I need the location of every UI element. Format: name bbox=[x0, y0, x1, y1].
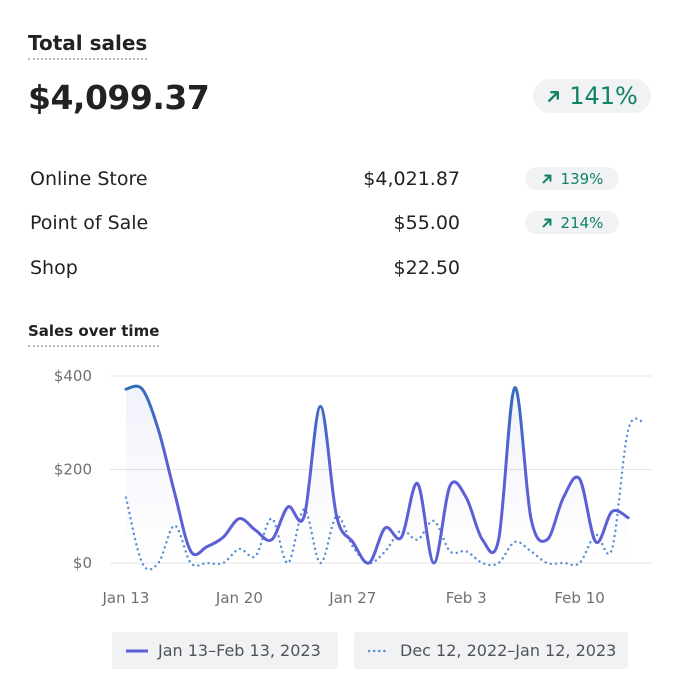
legend-item-previous[interactable]: Dec 12, 2022–Jan 12, 2023 bbox=[354, 632, 628, 669]
x-tick-label: Jan 27 bbox=[328, 589, 376, 607]
legend-item-current[interactable]: Jan 13–Feb 13, 2023 bbox=[112, 632, 338, 669]
series-area-current bbox=[126, 386, 629, 564]
x-tick-label: Feb 3 bbox=[446, 589, 487, 607]
dotted-line-swatch-icon bbox=[368, 649, 390, 652]
arrow-up-right-icon bbox=[542, 174, 552, 183]
arrow-up-right-icon bbox=[542, 218, 552, 227]
breakdown-change-badge: 139% bbox=[525, 167, 619, 190]
breakdown-value: $4,021.87 bbox=[363, 168, 460, 190]
y-tick-label: $200 bbox=[54, 461, 92, 479]
breakdown-label: Online Store bbox=[30, 168, 148, 190]
breakdown-value: $22.50 bbox=[393, 257, 460, 279]
breakdown-row-online-store: Online Store $4,021.87 bbox=[30, 164, 650, 194]
breakdown-change-value: 214% bbox=[560, 213, 604, 232]
breakdown-change-value: 139% bbox=[560, 169, 604, 188]
legend-label: Dec 12, 2022–Jan 12, 2023 bbox=[400, 641, 617, 660]
total-sales-title[interactable]: Total sales bbox=[28, 30, 148, 60]
x-tick-label: Feb 10 bbox=[554, 589, 604, 607]
y-tick-label: $400 bbox=[54, 367, 92, 385]
sales-over-time-chart: $400 $200 $0 Jan 13 Jan 20 Jan 27 Feb 3 Feb 10 bbox=[54, 367, 652, 607]
y-tick-label: $0 bbox=[73, 554, 92, 572]
breakdown-value: $55.00 bbox=[393, 212, 460, 234]
chart-title[interactable]: Sales over time bbox=[28, 320, 160, 347]
breakdown-change-badge: 214% bbox=[525, 211, 619, 234]
solid-line-swatch-icon bbox=[126, 649, 148, 652]
total-sales-value: $4,099.37 bbox=[28, 78, 210, 117]
breakdown-row-point-of-sale: Point of Sale $55.00 bbox=[30, 208, 650, 238]
series-line-current bbox=[124, 384, 630, 565]
x-tick-label: Jan 20 bbox=[215, 589, 263, 607]
total-change-value: 141% bbox=[569, 82, 638, 110]
breakdown-label: Point of Sale bbox=[30, 212, 149, 234]
arrow-up-right-icon bbox=[548, 90, 560, 102]
total-change-badge: 141% bbox=[533, 79, 651, 113]
legend-label: Jan 13–Feb 13, 2023 bbox=[158, 641, 321, 660]
breakdown-row-shop: Shop $22.50 bbox=[30, 253, 650, 283]
x-tick-label: Jan 13 bbox=[102, 589, 150, 607]
breakdown-label: Shop bbox=[30, 257, 78, 279]
